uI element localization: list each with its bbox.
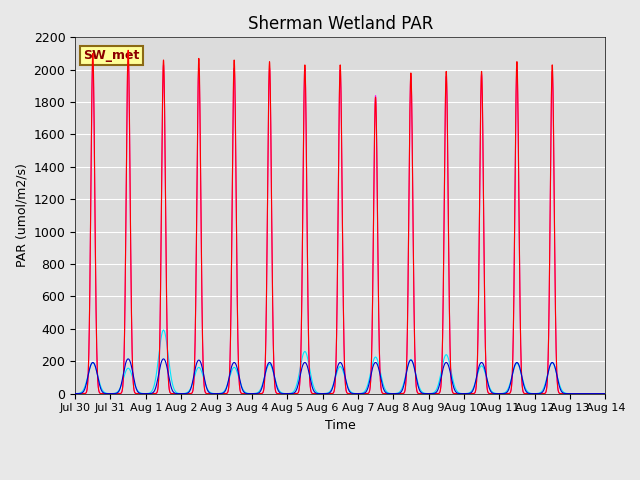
Legend: PAR_in, PAR_out, totPAR, difPAR: PAR_in, PAR_out, totPAR, difPAR (143, 479, 538, 480)
X-axis label: Time: Time (325, 419, 356, 432)
Y-axis label: PAR (umol/m2/s): PAR (umol/m2/s) (15, 164, 28, 267)
Text: SW_met: SW_met (83, 48, 140, 62)
Title: Sherman Wetland PAR: Sherman Wetland PAR (248, 15, 433, 33)
